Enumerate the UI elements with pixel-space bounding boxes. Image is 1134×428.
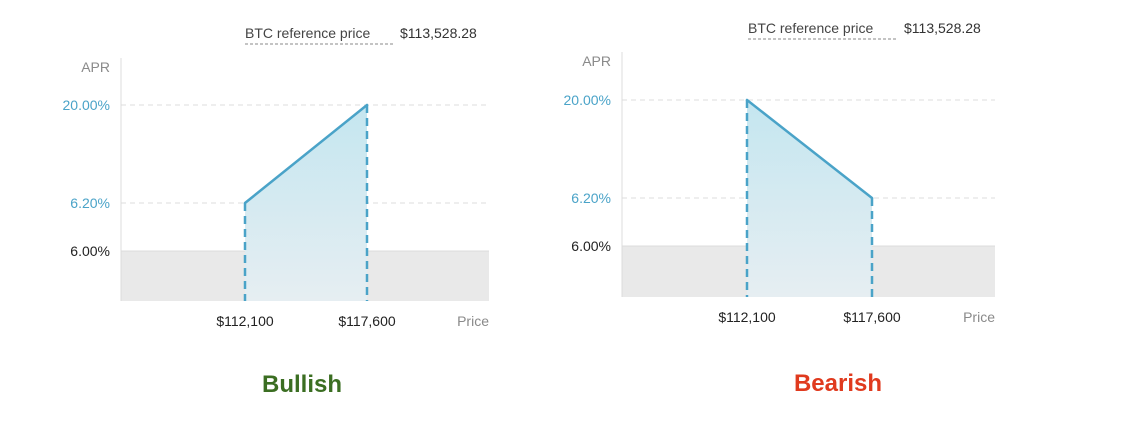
reference-price-label: BTC reference price (245, 25, 370, 41)
y-tick-high: 20.00% (564, 92, 611, 108)
x-tick-upper: $117,600 (843, 309, 901, 325)
x-axis-label: Price (457, 313, 489, 329)
apr-slope-line (745, 98, 874, 200)
apr-slope-line (243, 103, 369, 205)
x-axis-label: Price (963, 309, 995, 325)
y-axis-label: APR (582, 53, 611, 69)
y-tick-low: 6.20% (70, 195, 110, 211)
y-tick-high: 20.00% (63, 97, 110, 113)
chart-caption: Bullish (262, 371, 342, 398)
apr-area-fill (245, 105, 367, 301)
reference-price-label: BTC reference price (748, 20, 873, 36)
y-tick-base: 6.00% (571, 238, 611, 254)
apr-area-fill (747, 100, 872, 297)
y-axis-label: APR (81, 59, 110, 75)
y-tick-base: 6.00% (70, 243, 110, 259)
chart-caption: Bearish (794, 370, 882, 397)
x-tick-lower: $112,100 (216, 313, 274, 329)
reference-price-value: $113,528.28 (400, 25, 477, 41)
apr-area-marks (745, 98, 874, 297)
x-tick-lower: $112,100 (718, 309, 776, 325)
bullish-chart: BTC reference price $113,528.28 APR 20.0… (63, 25, 490, 398)
reference-price-value: $113,528.28 (904, 20, 981, 36)
bearish-chart: BTC reference price $113,528.28 APR 20.0… (564, 20, 996, 397)
y-tick-low: 6.20% (571, 190, 611, 206)
apr-area-marks (243, 103, 369, 301)
x-tick-upper: $117,600 (338, 313, 396, 329)
